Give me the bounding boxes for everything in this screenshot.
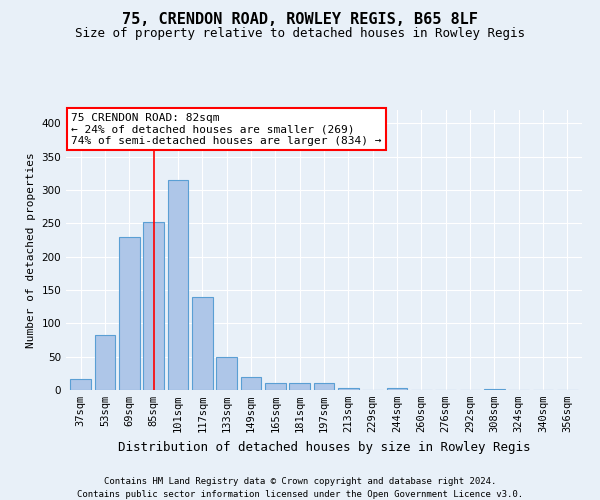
Text: Contains public sector information licensed under the Open Government Licence v3: Contains public sector information licen… [77,490,523,499]
Text: 75 CRENDON ROAD: 82sqm
← 24% of detached houses are smaller (269)
74% of semi-de: 75 CRENDON ROAD: 82sqm ← 24% of detached… [71,113,382,146]
Bar [167,180,188,390]
Bar [265,384,286,390]
Bar [386,388,407,390]
Text: 75, CRENDON ROAD, ROWLEY REGIS, B65 8LF: 75, CRENDON ROAD, ROWLEY REGIS, B65 8LF [122,12,478,28]
Y-axis label: Number of detached properties: Number of detached properties [26,152,36,348]
Bar [143,222,164,390]
Bar [70,378,91,390]
Text: Size of property relative to detached houses in Rowley Regis: Size of property relative to detached ho… [75,28,525,40]
Text: Contains HM Land Registry data © Crown copyright and database right 2024.: Contains HM Land Registry data © Crown c… [104,478,496,486]
Bar [216,356,237,390]
Bar [119,236,140,390]
Bar [241,376,262,390]
X-axis label: Distribution of detached houses by size in Rowley Regis: Distribution of detached houses by size … [118,440,530,454]
Bar [289,384,310,390]
Bar [192,296,212,390]
Bar [314,384,334,390]
Bar [95,336,115,390]
Bar [338,388,359,390]
Bar [484,388,505,390]
